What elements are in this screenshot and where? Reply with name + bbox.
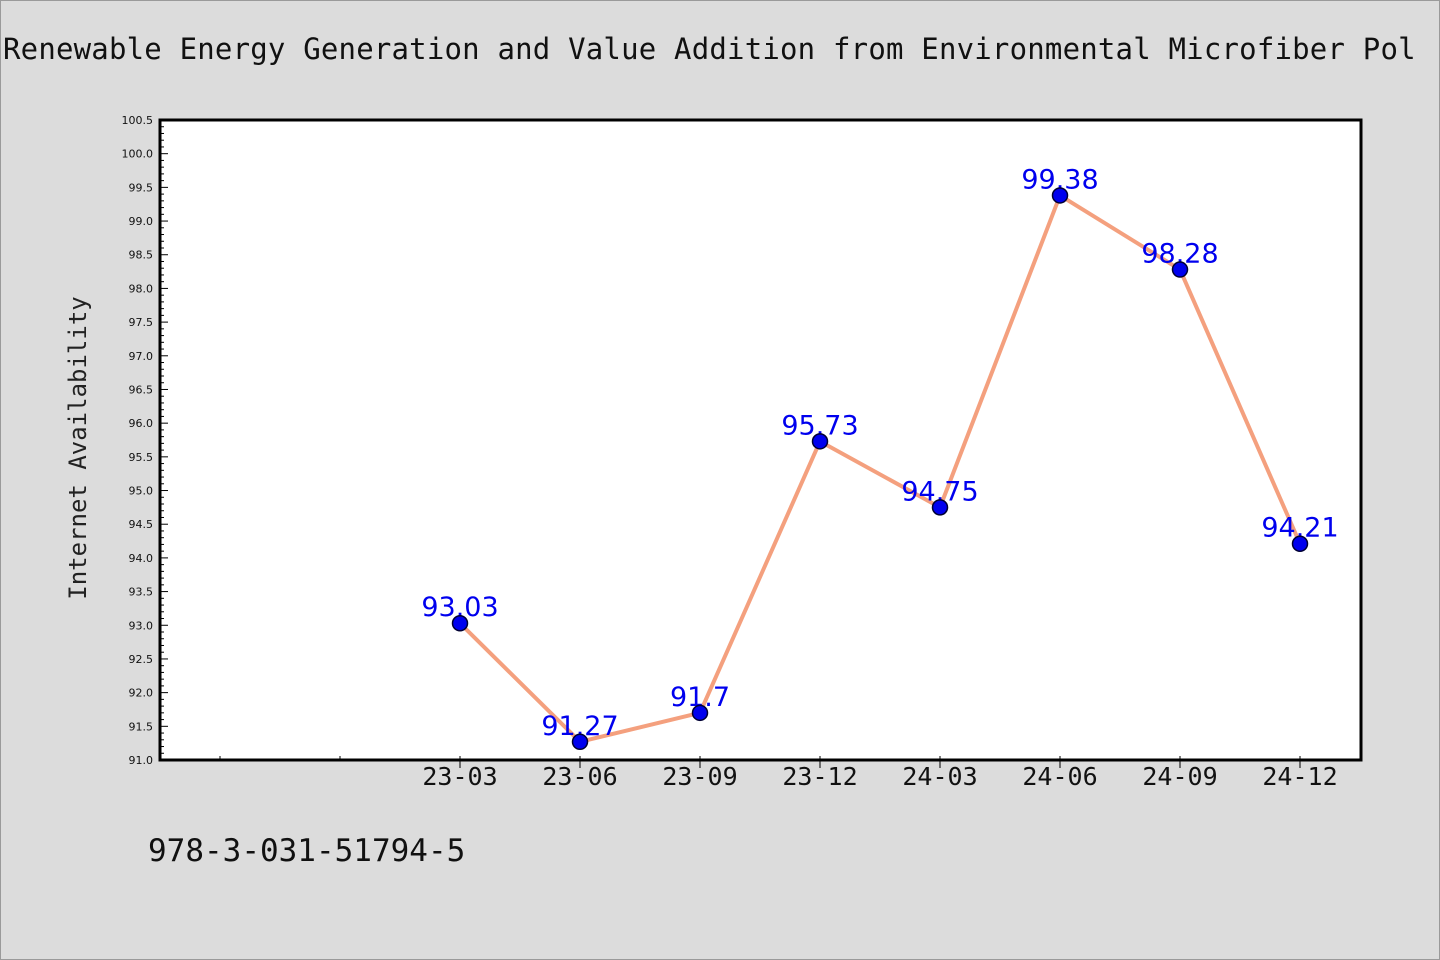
y-tick-label: 93.0 [129,619,154,632]
y-tick-label: 93.5 [129,586,154,599]
y-tick-label: 98.5 [129,249,154,262]
x-tick-label: 24-03 [902,762,977,791]
data-point [1051,187,1069,204]
y-tick-label: 91.5 [129,720,154,733]
data-point [451,614,469,632]
y-tick-label: 100.0 [122,148,154,161]
data-point [1171,261,1189,278]
x-tick-label: 24-06 [1022,762,1097,791]
isbn-code: 978-3-031-51794-5 [148,833,466,869]
chart-title: Renewable Energy Generation and Value Ad… [3,32,1416,66]
y-tick-label: 95.0 [129,485,154,498]
y-tick-label: 96.0 [129,417,154,430]
y-tick-label: 98.0 [129,282,154,295]
x-tick-label: 23-12 [782,762,857,791]
y-tick-label: 95.5 [129,451,154,464]
y-tick-label: 97.0 [129,350,154,363]
y-tick-label: 91.0 [129,754,154,767]
data-point [691,704,709,722]
x-tick-label: 24-12 [1262,762,1337,791]
plot-area [160,120,1361,760]
x-tick-label: 23-03 [422,762,497,791]
y-tick-label: 92.5 [129,653,154,666]
x-tick-label: 24-09 [1142,762,1217,791]
series-line [458,193,1302,744]
plot-border [158,118,1363,762]
y-tick-label: 94.5 [129,518,154,531]
y-tick-label: 100.5 [122,114,154,127]
x-tick-label: 23-06 [542,762,617,791]
y-tick-label: 92.0 [129,687,154,700]
y-tick-label: 99.0 [129,215,154,228]
data-point [931,499,949,516]
y-tick-label: 99.5 [129,181,154,194]
y-tick-label: 94.0 [129,552,154,565]
y-tick-label: 96.5 [129,383,154,396]
data-point [571,733,589,751]
x-tick-label: 23-09 [662,762,737,791]
y-tick-label: 97.5 [129,316,154,329]
data-point [811,433,829,450]
data-point [1291,535,1309,552]
